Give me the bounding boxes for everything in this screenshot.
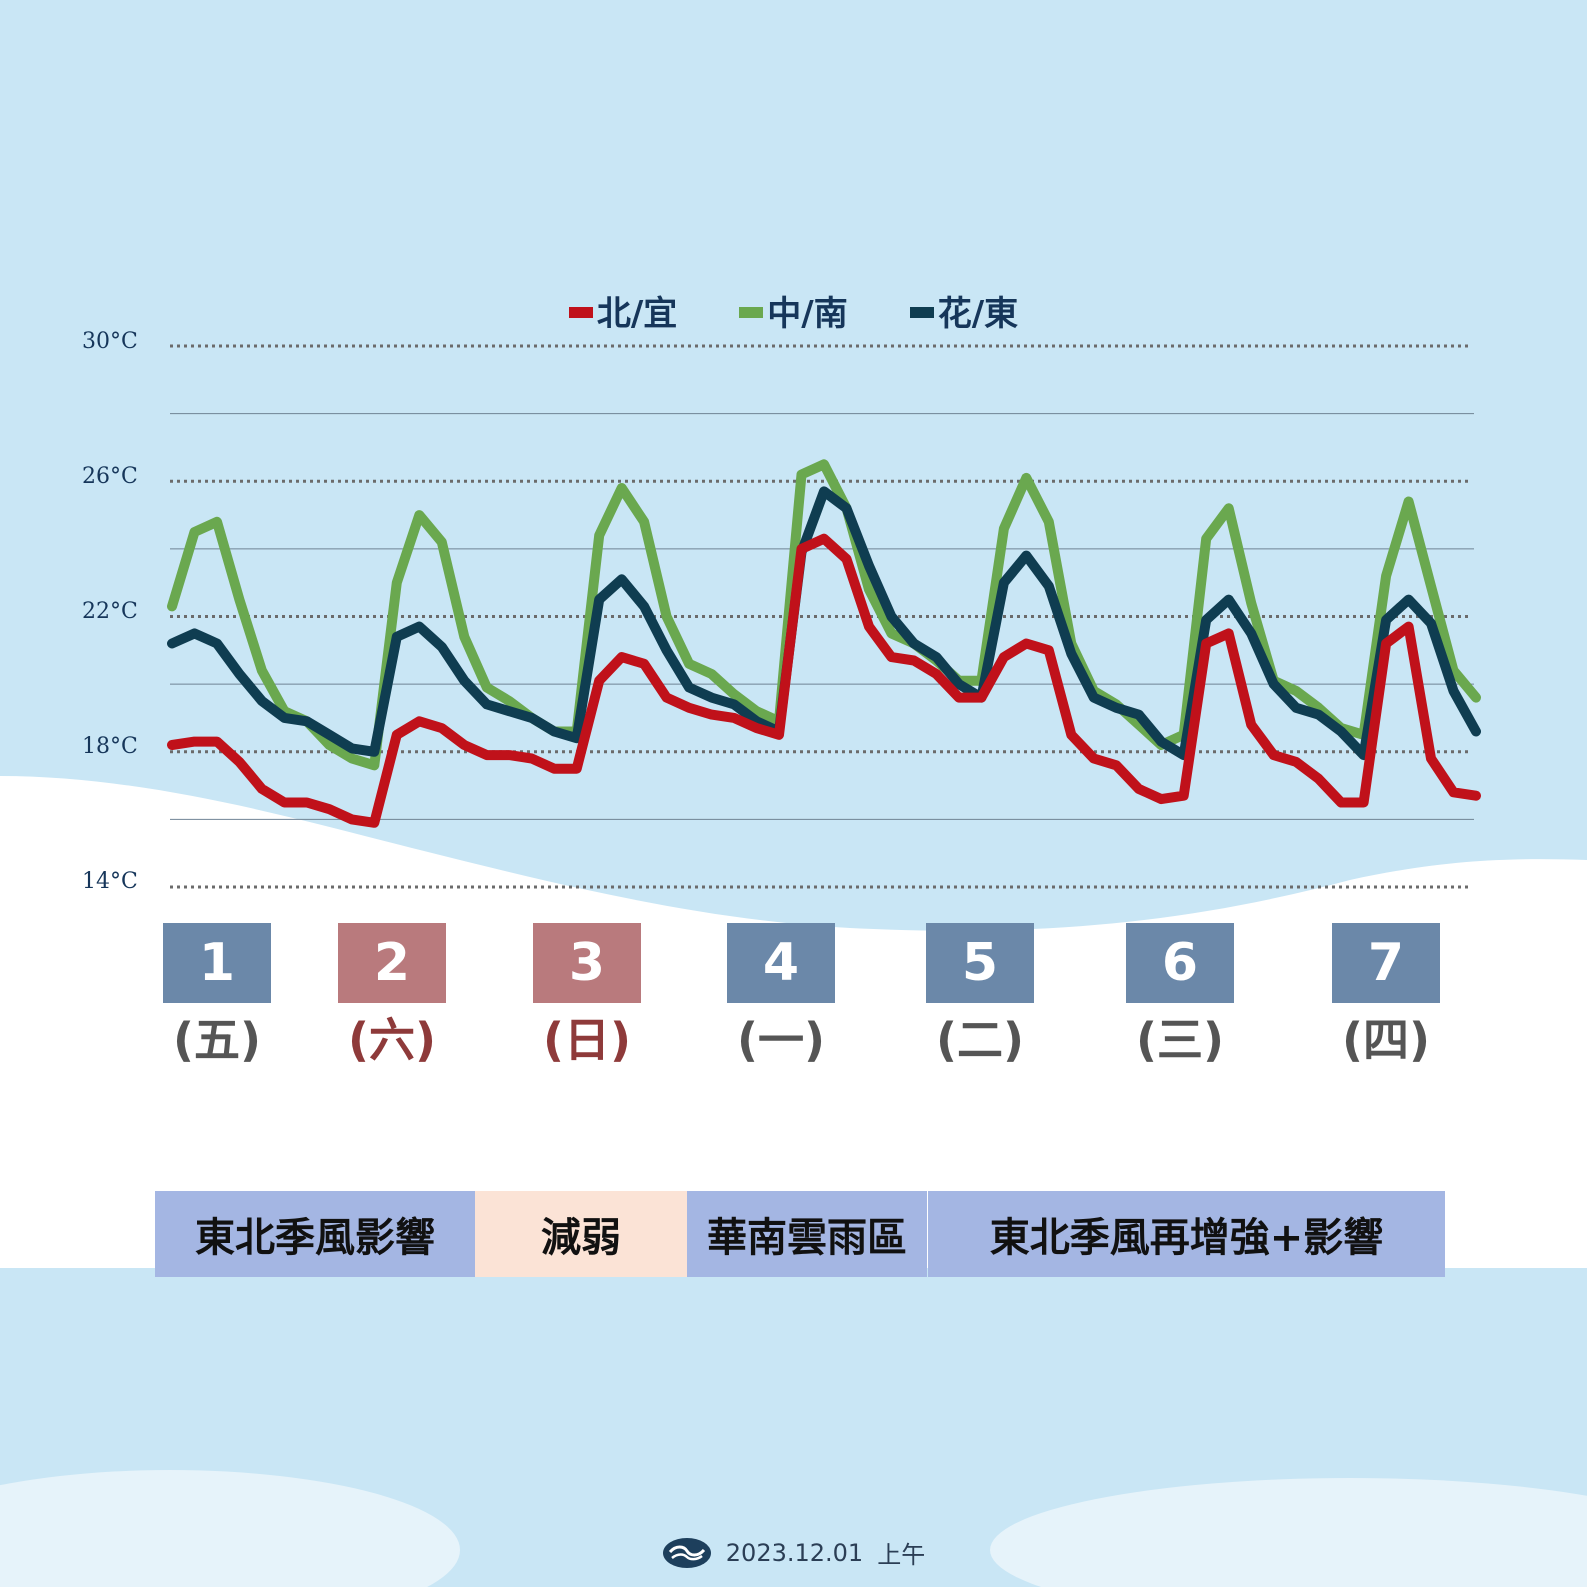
y-tick-label: 18°C [82,734,138,759]
day-date-box: 7 [1332,923,1440,1003]
weather-banner-weakening: 減弱 [475,1191,687,1277]
day-date-box: 1 [163,923,271,1003]
day-date-box: 6 [1126,923,1234,1003]
day-date-box: 2 [338,923,446,1003]
y-tick-label: 22°C [82,599,138,624]
series-line-central [167,459,1481,771]
footer-date: 2023.12.01 [725,1538,864,1567]
legend-item-east: 花/東 [909,286,1019,335]
weather-banner-monsoon: 東北季風影響 [155,1191,475,1277]
legend-label-central: 中/南 [767,294,848,334]
day-weekday-label: (二) [935,1013,1025,1067]
chart-series [167,459,1481,828]
y-tick-label: 30°C [82,329,138,354]
chart-legend: 北/宜 中/南 花/東 [0,286,1587,335]
day-weekday-label: (五) [172,1013,262,1067]
y-tick-label: 14°C [82,869,138,894]
legend-label-east: 花/東 [937,294,1019,334]
day-weekday-label: (一) [736,1013,826,1067]
legend-swatch-north [568,307,593,318]
legend-swatch-central [739,307,764,318]
footer: 2023.12.01 上午 [0,1535,1587,1570]
weather-banner-south-china-rain: 華南雲雨區 [687,1191,927,1277]
day-weekday-label: (三) [1135,1013,1225,1067]
footer-period: 上午 [877,1541,926,1569]
cloud-left-shape [0,1470,460,1587]
white-hill-shape [0,776,1587,1268]
y-tick-label: 26°C [82,464,138,489]
cloud-right-shape [990,1478,1587,1587]
day-weekday-label: (日) [542,1013,632,1067]
weather-banner-monsoon-strengthen: 東北季風再增強+影響 [928,1191,1445,1277]
chart-grid [170,344,1474,889]
day-date-box: 3 [533,923,641,1003]
day-date-box: 5 [926,923,1034,1003]
series-line-north [167,533,1481,828]
legend-item-central: 中/南 [739,286,848,335]
day-weekday-label: (四) [1341,1013,1431,1067]
legend-item-north: 北/宜 [568,286,678,335]
legend-label-north: 北/宜 [596,294,678,334]
day-weekday-label: (六) [347,1013,437,1067]
legend-swatch-east [909,307,934,318]
cwa-logo-icon [662,1537,711,1568]
day-date-box: 4 [727,923,835,1003]
series-line-east [167,486,1481,761]
